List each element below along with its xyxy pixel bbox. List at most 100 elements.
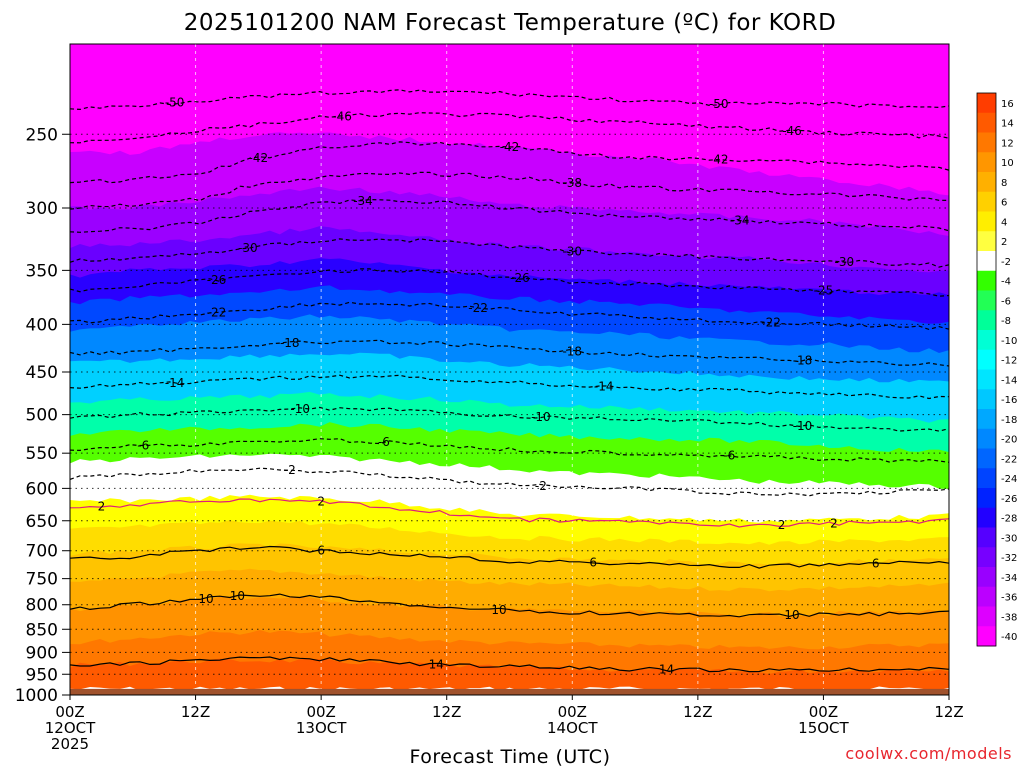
y-tick-label: 850 xyxy=(26,620,58,640)
colorbar-label: 8 xyxy=(1001,178,1007,189)
contour-label: -22 xyxy=(761,316,781,330)
colorbar-swatch xyxy=(977,231,996,252)
colorbar-swatch xyxy=(977,547,996,568)
contour-label: -46 xyxy=(332,110,352,124)
y-tick-label: 450 xyxy=(26,363,58,383)
contour-line--30 xyxy=(70,238,949,268)
colorbar-label: -14 xyxy=(1001,375,1017,386)
contour-label: -6 xyxy=(378,435,390,449)
colorbar-swatch xyxy=(977,290,996,311)
colorbar-label: -38 xyxy=(1001,612,1017,623)
y-tick-label: 500 xyxy=(26,406,58,426)
contour-label: -26 xyxy=(207,273,227,287)
colorbar-label: -34 xyxy=(1001,573,1017,584)
y-tick-label: 700 xyxy=(26,542,58,562)
colorbar-label: -10 xyxy=(1001,336,1017,347)
contour-line--50 xyxy=(70,89,949,111)
y-tick-label: 400 xyxy=(26,315,58,335)
contour-label: -14 xyxy=(165,376,185,390)
contour-label: 6 xyxy=(589,555,597,569)
contour-line-2 xyxy=(70,498,949,528)
contour-label: 10 xyxy=(784,608,799,622)
colorbar-swatch xyxy=(977,310,996,331)
contour-label: 2 xyxy=(830,517,838,531)
colorbar-swatch xyxy=(977,448,996,469)
colorbar-label: 6 xyxy=(1001,198,1007,209)
contour-label: -18 xyxy=(562,345,582,359)
x-tick-label: 00Z xyxy=(809,703,838,721)
y-tick-label: 250 xyxy=(26,125,58,145)
chart-title: 2025101200 NAM Forecast Temperature (ºC)… xyxy=(184,10,837,36)
contour-label: -30 xyxy=(238,241,258,255)
y-tick-label: 750 xyxy=(26,570,58,590)
contour-line--6 xyxy=(70,438,949,463)
colorbar-swatch xyxy=(977,251,996,272)
colorbar: 16 14 12 10 8 6 4 2 -2 -4 -6 -8 -10 -12 -14 -16 -18 -20 -2… xyxy=(976,92,1017,647)
contour-label: -22 xyxy=(207,305,227,319)
contour-line--42 xyxy=(70,141,949,184)
y-tick-label: 950 xyxy=(26,665,58,685)
contour-label: -46 xyxy=(782,124,802,138)
contour-label: -42 xyxy=(500,140,520,154)
colorbar-swatch xyxy=(977,152,996,173)
colorbar-label: -24 xyxy=(1001,474,1017,485)
colorbar-label: -40 xyxy=(1001,632,1017,643)
contour-label: -30 xyxy=(562,244,582,258)
y-tick-label: 350 xyxy=(26,261,58,281)
contour-line--34 xyxy=(70,198,949,233)
contour-label: -2 xyxy=(284,463,296,477)
y-tick-label: 650 xyxy=(26,512,58,532)
x-tick-label: 00Z xyxy=(55,703,84,721)
colorbar-swatch xyxy=(977,270,996,291)
contour-line--46 xyxy=(70,112,949,144)
colorbar-label: -12 xyxy=(1001,356,1017,367)
colorbar-label: -6 xyxy=(1001,296,1011,307)
contour-line--26 xyxy=(70,268,949,297)
x-tick-label: 13OCT xyxy=(296,719,347,737)
colorbar-label: -8 xyxy=(1001,316,1011,327)
colorbar-label: -2 xyxy=(1001,257,1011,268)
plot-frame xyxy=(69,43,950,696)
x-tick-label: 12Z xyxy=(432,703,461,721)
colorbar-swatch xyxy=(977,409,996,430)
colorbar-label: -28 xyxy=(1001,514,1017,525)
contour-label: -2 xyxy=(535,479,547,493)
contour-label: 14 xyxy=(659,663,674,677)
contour-label: -26 xyxy=(510,271,530,285)
x-axis-title: Forecast Time (UTC) xyxy=(410,746,611,768)
contour-line--18 xyxy=(70,339,949,367)
y-tick-label: 800 xyxy=(26,596,58,616)
contour-line--22 xyxy=(70,301,949,331)
colorbar-swatch xyxy=(977,211,996,232)
colorbar-swatch xyxy=(977,606,996,627)
colorbar-swatch xyxy=(977,132,996,153)
x-tick-label: 12Z xyxy=(181,703,210,721)
contour-label: 14 xyxy=(429,657,444,671)
contour-label: -34 xyxy=(730,213,750,227)
y-tick-label: 550 xyxy=(26,444,58,464)
contour-label: 10 xyxy=(491,603,506,617)
contour-label: -38 xyxy=(562,176,582,190)
contour-line-6 xyxy=(70,545,949,569)
contour-label: 2 xyxy=(317,495,325,509)
contour-line--14 xyxy=(70,374,949,400)
contour-label: 10 xyxy=(230,589,245,603)
contour-label: -6 xyxy=(723,449,735,463)
colorbar-label: 12 xyxy=(1001,138,1014,149)
colorbar-swatch xyxy=(977,112,996,133)
contour-label: -6 xyxy=(137,439,149,453)
colorbar-label: 2 xyxy=(1001,237,1007,248)
colorbar-swatch xyxy=(977,93,996,114)
colorbar-label: -22 xyxy=(1001,454,1017,465)
colorbar-label: -26 xyxy=(1001,494,1017,505)
colorbar-swatch xyxy=(977,586,996,607)
colorbar-label: -30 xyxy=(1001,533,1017,544)
contour-label: 6 xyxy=(872,557,880,571)
colorbar-swatch xyxy=(977,389,996,410)
x-tick-label: 00Z xyxy=(558,703,587,721)
contour-label: -10 xyxy=(793,419,813,433)
contour-label: -25 xyxy=(814,284,834,298)
contour-label: -22 xyxy=(468,301,488,315)
colorbar-label: -4 xyxy=(1001,277,1011,288)
